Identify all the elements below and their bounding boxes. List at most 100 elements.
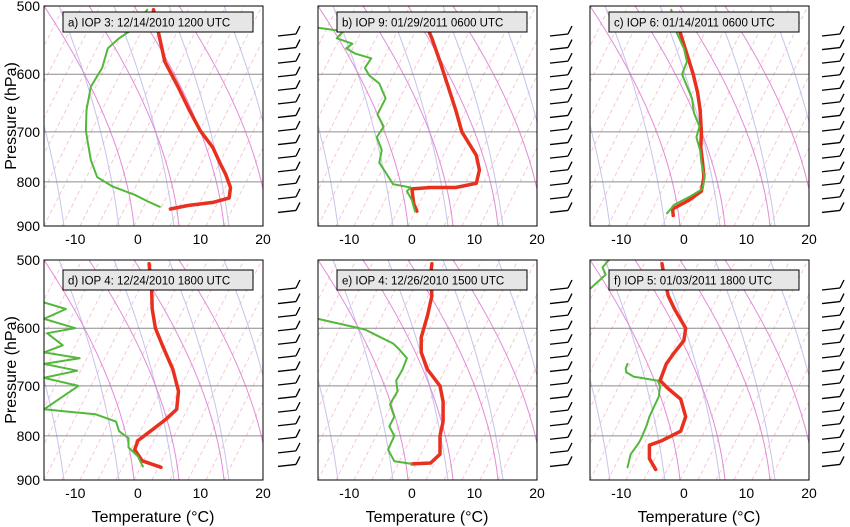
panel-e-ticks: -10 0 10 20 (339, 485, 545, 501)
x-axis-label-left: Temperature (°C) (92, 509, 215, 526)
wind-barb (821, 209, 841, 214)
wind-barb-flag (567, 174, 573, 184)
wind-barb (549, 169, 569, 173)
isotherm-line (169, 292, 263, 480)
isotherm-line (187, 328, 263, 480)
wind-barb (821, 60, 841, 64)
wind-barb-flag (839, 66, 845, 76)
wind-barb (277, 314, 297, 318)
wind-barb-flag (567, 333, 573, 343)
wind-barb (549, 114, 569, 119)
y-tick-label: 500 (17, 252, 41, 268)
wind-barb-flag (567, 374, 573, 384)
temperature-line (670, 22, 706, 218)
wind-barb-flag (567, 52, 573, 62)
y-tick-label: 600 (17, 320, 41, 336)
panel-a-ticks: -10 0 10 20 500 600 700 800 900 (17, 0, 271, 247)
panel-a-title-bg (62, 11, 254, 33)
dewpoint-line (624, 362, 662, 469)
wind-barb-flag (295, 361, 301, 370)
wind-barb (821, 341, 841, 345)
wind-barb-flag (567, 134, 573, 143)
isotherm-line (353, 260, 465, 480)
wind-barb (277, 341, 297, 345)
wind-barb-flag (839, 415, 845, 425)
isotherm-line (61, 260, 173, 480)
isotherm-line (590, 260, 629, 338)
isotherm-line (590, 260, 683, 446)
x-tick-label: -10 (339, 231, 359, 247)
wind-barb (821, 182, 841, 186)
wind-barb (277, 300, 297, 305)
moist-adiabat-line (133, 260, 225, 480)
isotherm-line (97, 260, 209, 480)
moist-adiabat-line (724, 6, 809, 192)
wind-barb-flag (839, 293, 845, 302)
wind-barb-flag (295, 79, 301, 89)
adiabat-line (332, 6, 394, 226)
panel-c-title-box: c) IOP 6: 01/14/2011 0600 UTC (608, 11, 800, 33)
isotherm-line (733, 74, 809, 226)
wind-barb (277, 114, 297, 119)
isotherm-line (133, 6, 245, 226)
wind-barb-flag (567, 39, 573, 48)
temperature-line (647, 261, 688, 472)
adiabat-line (659, 6, 721, 226)
x-tick-label: -10 (611, 231, 631, 247)
isotherm-line (353, 6, 465, 226)
y-axis-label-top: Pressure (hPa) (3, 62, 20, 170)
x-tick-label: 10 (467, 485, 483, 501)
dewpoint-line (318, 26, 416, 213)
x-tick-label: 20 (255, 231, 271, 247)
wind-barb (549, 436, 569, 440)
wind-barb-flag (839, 174, 845, 184)
panel-c-ticks: -10 0 10 20 (611, 231, 817, 247)
wind-barb-flag (839, 147, 845, 157)
adiabat-line (714, 6, 776, 226)
wind-barb (549, 196, 569, 200)
wind-barb (277, 141, 297, 146)
temperature-line (151, 7, 233, 211)
wind-barb (549, 314, 569, 318)
wind-barb-flag (567, 161, 573, 171)
isotherm-line (318, 6, 321, 12)
panel-e-title: e) IOP 4: 12/26/2010 1500 UTC (342, 276, 504, 288)
wind-barb (549, 409, 569, 413)
isotherm-line (61, 6, 173, 226)
panel-a: -10 0 10 20 500 600 700 800 900 a) IOP 3: 12/14/… (17, 0, 301, 247)
wind-barb (277, 74, 297, 78)
isotherm-line (44, 6, 119, 156)
wind-barb (549, 423, 569, 427)
wind-barb-flag (567, 107, 573, 116)
wind-barb (277, 128, 297, 132)
wind-barb (821, 368, 841, 373)
moist-adiabat-line (44, 6, 135, 226)
panel-d: -10 0 10 20 500 600 700 800 900 d) IOP 4: 12/24/… (17, 252, 301, 501)
panel-c-title-bg (608, 11, 800, 33)
wind-barb (821, 300, 841, 305)
x-tick-label: 10 (739, 231, 755, 247)
wind-barb-flag (567, 347, 573, 357)
panel-b-ticks: -10 0 10 20 (339, 231, 545, 247)
wind-barb-flag (839, 279, 845, 289)
wind-barb (549, 155, 569, 159)
isotherm-line (497, 146, 537, 226)
isotherm-line (187, 74, 263, 226)
isotherm-line (590, 6, 647, 120)
isotherm-line (318, 6, 375, 120)
wind-barb-flag (839, 25, 845, 35)
adiabat-line (113, 6, 175, 226)
wind-barb-flag (295, 279, 301, 289)
wind-barb (821, 395, 841, 400)
x-tick-label: 20 (255, 485, 271, 501)
isotherm-line (590, 260, 665, 410)
wind-barb-flag (839, 161, 845, 171)
wind-barb-flag (295, 39, 301, 48)
wind-barb-flag (839, 456, 845, 465)
isotherm-line (407, 6, 519, 226)
panel-d-title-bg (62, 269, 254, 291)
x-tick-label: 20 (801, 485, 817, 501)
adiabat-line (44, 123, 65, 226)
wind-barb (821, 314, 841, 318)
moist-adiabat-line (88, 6, 180, 226)
